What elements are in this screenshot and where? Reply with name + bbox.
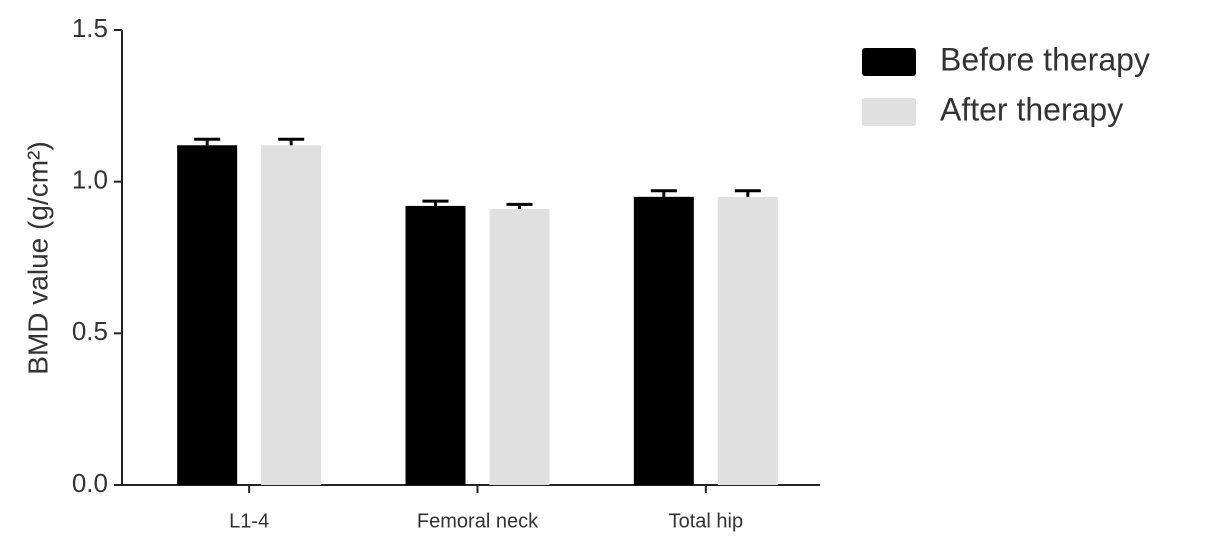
bar bbox=[633, 196, 694, 486]
y-tick-label: 0.0 bbox=[72, 468, 108, 498]
bar bbox=[717, 196, 778, 486]
bar bbox=[489, 208, 550, 485]
legend-label: Before therapy bbox=[940, 41, 1150, 77]
y-tick-label: 0.5 bbox=[72, 316, 108, 346]
legend-swatch bbox=[862, 98, 916, 126]
y-axis-title: BMD value (g/cm²) bbox=[22, 141, 53, 374]
x-tick-label: L1-4 bbox=[229, 510, 269, 532]
x-tick-label: Femoral neck bbox=[417, 510, 539, 532]
legend-label: After therapy bbox=[940, 91, 1123, 127]
legend-swatch bbox=[862, 48, 916, 76]
y-tick-label: 1.5 bbox=[72, 13, 108, 43]
bar bbox=[261, 145, 322, 485]
x-tick-label: Total hip bbox=[669, 510, 744, 532]
bar bbox=[405, 205, 466, 485]
bar bbox=[177, 145, 238, 485]
y-tick-label: 1.0 bbox=[72, 165, 108, 195]
